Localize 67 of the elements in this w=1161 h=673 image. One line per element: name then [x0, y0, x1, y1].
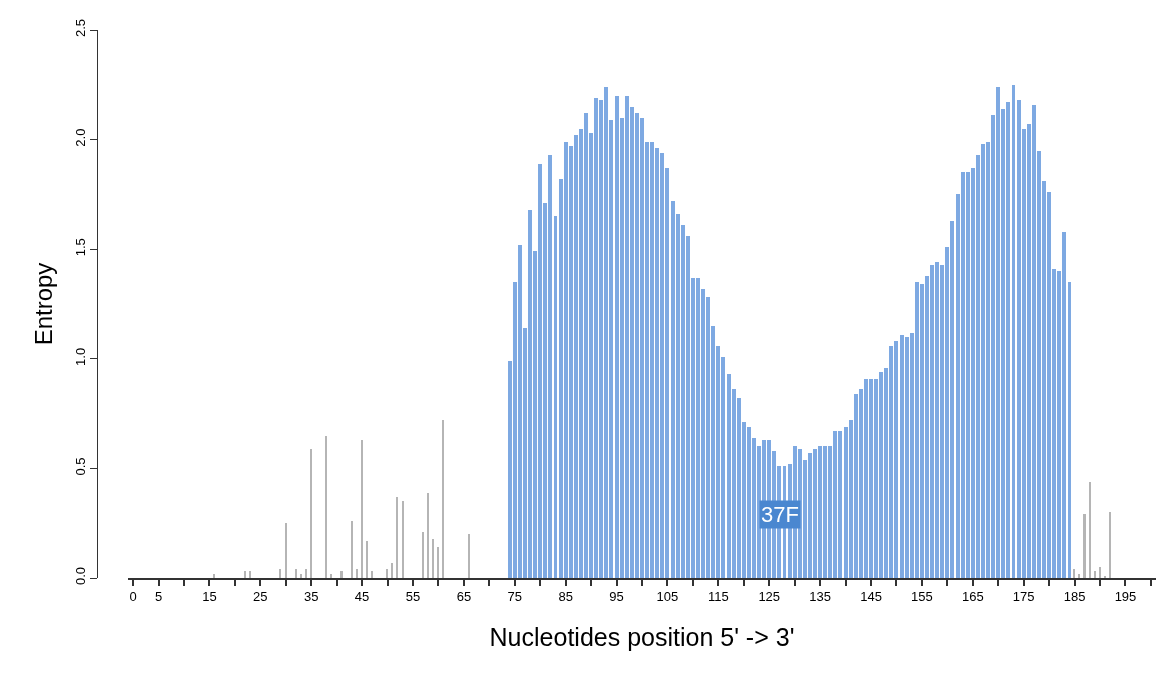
x-tick-label: 165: [961, 589, 984, 605]
bar: [244, 571, 246, 578]
bar: [285, 523, 287, 578]
x-tick-label: 185: [1063, 589, 1086, 605]
bar: [1089, 482, 1091, 578]
x-tick-label: 75: [507, 589, 522, 605]
x-axis-title: Nucleotides position 5' -> 3': [489, 622, 795, 651]
bar: [371, 571, 373, 578]
bar: [396, 497, 398, 578]
x-tick-label: 115: [707, 589, 729, 605]
x-tick-label: 55: [405, 589, 421, 605]
x-tick-label: 95: [609, 589, 624, 605]
bar: [422, 532, 424, 578]
bar: [437, 547, 439, 578]
bar: [1078, 574, 1080, 578]
bar: [1083, 514, 1086, 578]
x-tick-label: 35: [303, 589, 319, 605]
bar: [366, 541, 368, 578]
y-tick-label: 1.5: [72, 238, 88, 257]
bar: [402, 501, 404, 578]
y-axis-title: Entropy: [29, 262, 57, 346]
bar: [427, 493, 429, 578]
x-tick-label: 85: [558, 589, 573, 605]
x-tick-label: 175: [1012, 589, 1035, 605]
y-tick-label: 1.0: [72, 347, 88, 366]
y-tick-label: 0.0: [72, 567, 88, 586]
bar: [325, 436, 327, 578]
bar: [330, 574, 332, 578]
x-tick-label: 65: [456, 589, 472, 605]
bar: [356, 569, 358, 578]
x-tick-label: 195: [1114, 589, 1137, 605]
x-tick-label: 15: [202, 589, 217, 605]
bar: [361, 440, 363, 578]
bar: [310, 449, 312, 578]
bar: [554, 216, 557, 578]
bar: [1109, 512, 1111, 578]
y-tick-label: 2.5: [72, 19, 88, 38]
bar: [279, 569, 281, 578]
bar: [249, 571, 251, 578]
bar: [300, 574, 302, 578]
bar: [305, 569, 307, 578]
x-tick-label: 125: [758, 589, 781, 605]
bar: [386, 569, 388, 578]
bar: [391, 563, 393, 578]
bar: [1099, 567, 1101, 578]
bar: [351, 521, 353, 578]
bar: [340, 571, 343, 578]
annotation: 37F: [761, 502, 799, 527]
bar: [1094, 571, 1096, 578]
bar: [468, 534, 470, 578]
x-tick-label: 105: [656, 589, 679, 605]
bar: [295, 569, 297, 578]
x-tick-label: 145: [860, 589, 882, 605]
x-tick-label: 0: [129, 589, 137, 605]
x-tick-label: 45: [354, 589, 370, 605]
bar: [442, 420, 444, 578]
x-tick-label: 25: [253, 589, 268, 605]
x-tick-label: 135: [809, 589, 831, 605]
y-tick-label: 2.0: [72, 128, 88, 147]
bar: [432, 539, 434, 578]
bar: [1068, 282, 1071, 578]
y-tick-label: 0.5: [72, 457, 88, 476]
bar: [1012, 85, 1015, 578]
bar: [1073, 569, 1075, 578]
x-tick-label: 155: [911, 589, 933, 605]
bar: [213, 574, 215, 578]
x-tick-label: 5: [154, 589, 163, 605]
